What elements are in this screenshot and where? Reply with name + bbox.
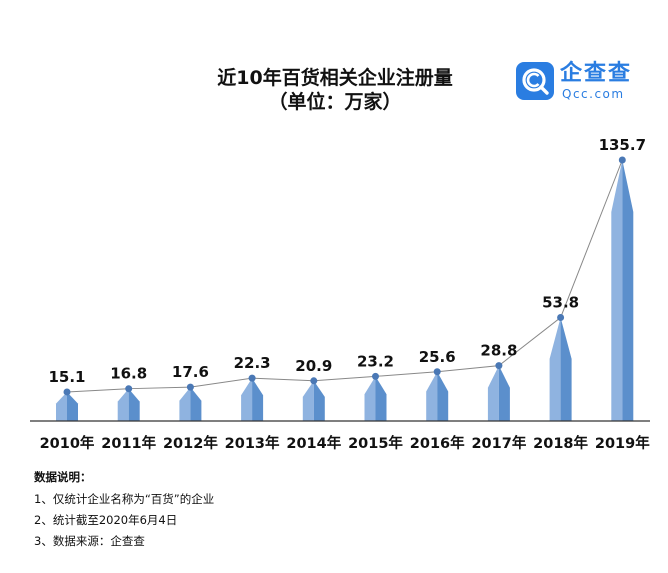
chart-title: 近10年百货相关企业注册量	[217, 67, 453, 89]
data-point	[557, 314, 565, 322]
bar	[313, 380, 325, 421]
x-tick-label: 2013年	[225, 434, 280, 452]
bar-left-face	[179, 387, 191, 421]
bar	[67, 391, 78, 421]
data-notes: 数据说明： 1、仅统计企业名称为“百货”的企业 2、统计截至2020年6月4日 …	[34, 470, 214, 555]
x-tick-label: 2010年	[40, 434, 95, 452]
data-point	[125, 385, 133, 393]
data-label: 28.8	[480, 342, 517, 360]
data-point	[248, 374, 256, 382]
data-label: 135.7	[599, 136, 646, 154]
bar	[560, 317, 572, 421]
x-tick-label: 2016年	[410, 434, 465, 452]
note-item: 1、仅统计企业名称为“百货”的企业	[34, 492, 215, 506]
data-point	[495, 362, 503, 370]
data-point	[63, 388, 71, 396]
x-tick-label: 2019年	[595, 434, 650, 452]
data-label: 15.1	[48, 368, 85, 386]
data-point	[372, 372, 379, 380]
data-point	[186, 383, 194, 391]
bar-left-face	[364, 376, 376, 421]
bar-left-face	[56, 391, 67, 421]
bar-left-face	[302, 380, 314, 421]
bar	[375, 376, 387, 421]
note-item: 2、统计截至2020年6月4日	[34, 513, 178, 527]
data-label: 20.9	[295, 357, 332, 375]
data-label: 17.6	[172, 363, 209, 381]
x-tick-label: 2014年	[286, 434, 341, 452]
data-label: 16.8	[110, 365, 147, 383]
chart-subtitle: （单位：万家）	[268, 91, 402, 113]
data-point	[618, 156, 626, 164]
data-point	[310, 377, 318, 385]
x-tick-label: 2015年	[348, 434, 403, 452]
x-tick-label: 2011年	[101, 434, 156, 452]
x-tick-label: 2012年	[163, 434, 218, 452]
qcc-magnifier-icon	[516, 62, 554, 100]
data-point	[433, 368, 441, 376]
note-item: 3、数据来源：企查查	[34, 534, 145, 548]
bar	[128, 388, 140, 421]
bar-left-face	[487, 365, 499, 421]
x-tick-label: 2017年	[471, 434, 526, 452]
bar	[622, 160, 634, 421]
bar	[252, 378, 264, 421]
bar	[190, 387, 202, 421]
logo-url: Qcc.com	[562, 87, 625, 101]
logo-name: 企查查	[560, 61, 633, 86]
bar	[437, 371, 449, 421]
bar-left-face	[241, 378, 253, 421]
bar-left-face	[426, 371, 438, 421]
notes-title: 数据说明：	[34, 470, 92, 484]
bar-chart: 15.1 2010年 16.8 2011年 17.6 2012年 22.3 2013年 20.9…	[30, 136, 650, 452]
data-label: 23.2	[357, 352, 394, 370]
data-label: 53.8	[542, 294, 579, 312]
bar-left-face	[549, 317, 561, 421]
x-tick-label: 2018年	[533, 434, 588, 452]
data-label: 25.6	[419, 348, 456, 366]
bar	[498, 365, 510, 421]
qcc-logo: 企查查 Qcc.com	[516, 62, 636, 102]
data-label: 22.3	[234, 354, 271, 372]
trend-line	[66, 159, 623, 393]
bar-left-face	[117, 388, 129, 421]
bar-left-face	[611, 160, 623, 421]
